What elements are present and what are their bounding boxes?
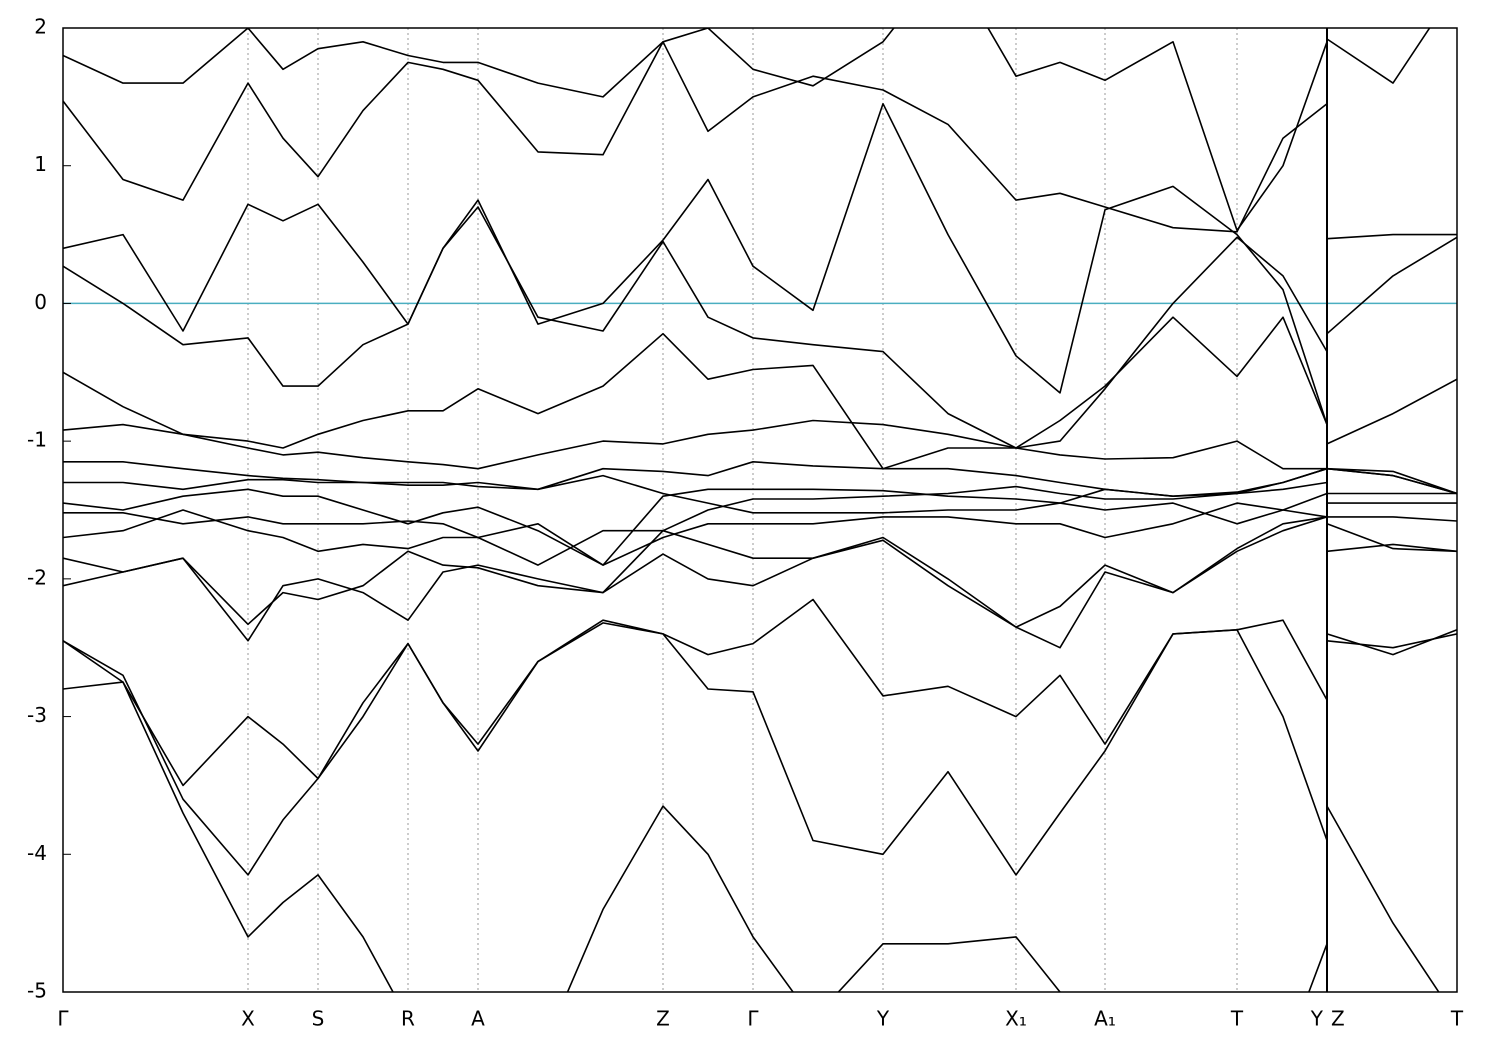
y-tick-label: -4 [27, 841, 47, 865]
y-tick-label: -1 [27, 428, 47, 452]
band [63, 481, 1457, 566]
y-tick-label: 1 [34, 152, 47, 176]
x-tick-label: X [241, 1007, 255, 1031]
y-tick-label: 0 [34, 290, 47, 314]
band [63, 102, 1457, 426]
band [63, 516, 1457, 649]
x-tick-label: Z [1331, 1007, 1345, 1031]
band [63, 28, 1431, 233]
band [63, 316, 1457, 470]
band [63, 516, 1457, 642]
x-tick-label: R [401, 1007, 415, 1031]
x-tick-label: Z [656, 1007, 670, 1031]
x-tick-label: S [312, 1007, 325, 1031]
band [63, 206, 1457, 449]
band [63, 488, 1457, 566]
band [63, 619, 1457, 876]
y-tick-label: -2 [27, 565, 47, 589]
band [63, 502, 1457, 566]
band [63, 681, 1440, 992]
x-tick-label: T [1450, 1007, 1464, 1031]
y-tick-label: 2 [34, 15, 47, 39]
y-tick-label: -3 [27, 703, 47, 727]
x-tick-label: X₁ [1005, 1007, 1027, 1031]
x-tick-label: Y [1310, 1007, 1324, 1031]
y-tick-label: -5 [27, 979, 47, 1003]
plot-area [63, 28, 1457, 992]
x-tick-label: T [1230, 1007, 1244, 1031]
band [63, 28, 1328, 232]
plot-frame [62, 27, 1458, 993]
band [63, 419, 1457, 495]
x-tick-label: A₁ [1094, 1007, 1116, 1031]
x-tick-label: A [471, 1007, 485, 1031]
band [63, 467, 1457, 514]
x-tick-label: Y [876, 1007, 890, 1031]
band [63, 598, 1457, 787]
x-tick-label: Γ [57, 1007, 69, 1031]
x-tick-label: Γ [747, 1007, 759, 1031]
band [63, 461, 1457, 497]
